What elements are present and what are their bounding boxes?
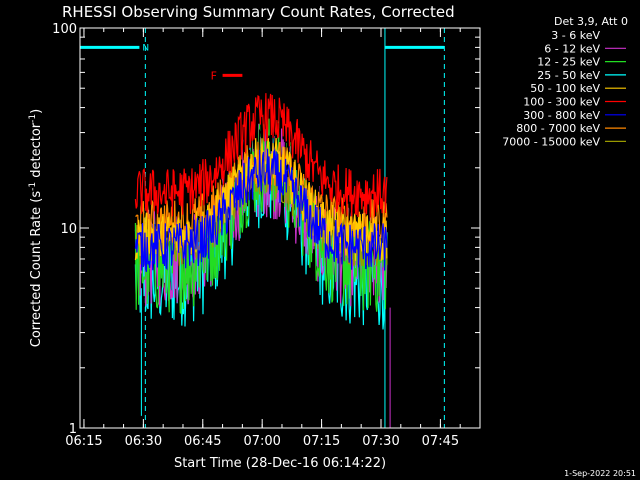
x-tick-label: 07:45 [422, 434, 459, 449]
legend-label: 7000 - 15000 keV [502, 135, 600, 148]
legend-label: 12 - 25 keV [537, 56, 600, 69]
legend-label: 800 - 7000 keV [516, 122, 600, 135]
x-tick-label: 06:45 [184, 434, 221, 449]
plot-frame [79, 27, 481, 429]
y-tick-label: 100 [52, 22, 77, 37]
y-axis-label: Corrected Count Rate (s-1 detector-1) [28, 109, 44, 347]
x-tick-label: 07:15 [303, 434, 340, 449]
legend-label: 6 - 12 keV [544, 42, 600, 55]
legend-label: 50 - 100 keV [530, 82, 600, 95]
series-line [134, 148, 388, 272]
chart-title: RHESSI Observing Summary Count Rates, Co… [62, 3, 455, 21]
legend-label: 25 - 50 keV [537, 69, 600, 82]
legend-header: Det 3,9, Att 0 [554, 15, 628, 28]
legend-label: 3 - 6 keV [551, 29, 600, 42]
y-tick-label: 10 [60, 222, 77, 237]
x-tick-label: 06:15 [65, 434, 102, 449]
night-label: N [142, 43, 149, 53]
plot-area: 1 10 100 06:15 06:30 06:45 07:00 07:15 07:30 07:4… [52, 22, 480, 449]
legend-label: 100 - 300 keV [523, 96, 600, 109]
y-tick-label: 1 [69, 422, 77, 437]
legend-label: 300 - 800 keV [523, 109, 600, 122]
x-tick-label: 07:30 [362, 434, 399, 449]
series-line [134, 93, 388, 218]
timestamp: 1-Sep-2022 20:51 [564, 469, 636, 478]
x-axis-label: Start Time (28-Dec-16 06:14:22) [174, 456, 386, 471]
series-line [134, 113, 388, 237]
flare-label: F [211, 69, 217, 82]
x-tick-label: 07:00 [243, 434, 280, 449]
x-tick-label: 06:30 [125, 434, 162, 449]
